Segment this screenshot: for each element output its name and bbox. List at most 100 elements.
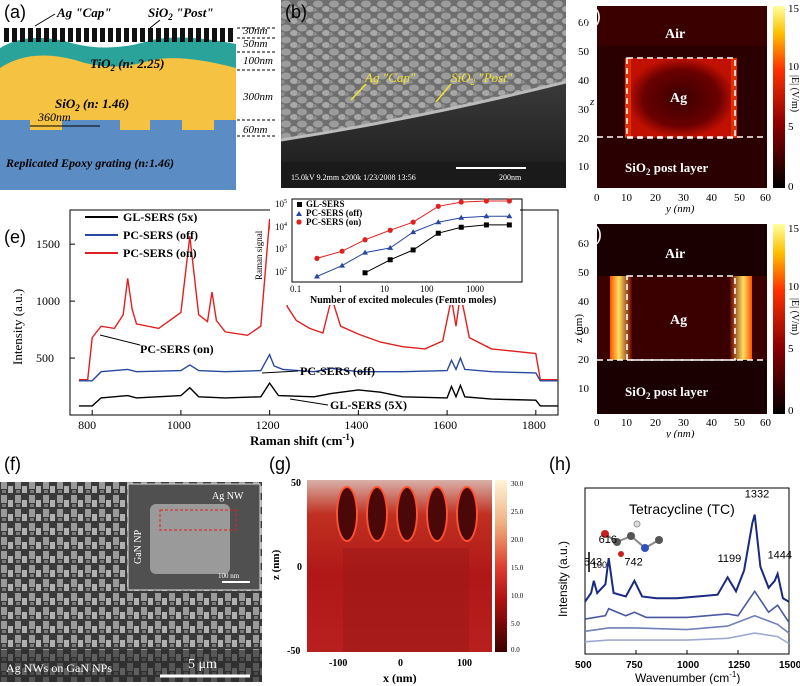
ag-post bbox=[180, 28, 185, 42]
svg-text:0: 0 bbox=[788, 405, 794, 417]
panel-label-f: (f) bbox=[4, 454, 21, 474]
g-ellipse-array bbox=[336, 486, 478, 542]
e-xtick-label: 1800 bbox=[522, 418, 546, 432]
svg-text:GL-SERS: GL-SERS bbox=[306, 199, 345, 209]
svg-text:103: 103 bbox=[275, 244, 287, 254]
e-inset-point bbox=[458, 224, 464, 230]
e-inset-point bbox=[483, 213, 490, 219]
h-series-group bbox=[584, 514, 790, 645]
ag-post bbox=[228, 28, 233, 42]
svg-text:40: 40 bbox=[706, 417, 718, 429]
svg-text:1000: 1000 bbox=[466, 284, 485, 294]
e-inset-bg bbox=[270, 195, 520, 305]
svg-text:20: 20 bbox=[650, 192, 662, 204]
svg-text:104: 104 bbox=[275, 222, 287, 232]
ag-post bbox=[92, 28, 97, 42]
h-ylabel: Intensity (a.u.) bbox=[556, 541, 570, 617]
h-peak-labels: 543 616 742 1199 1332 1444 bbox=[584, 489, 792, 569]
e-inset-point bbox=[435, 230, 441, 236]
g-ellipse bbox=[458, 488, 476, 540]
e-yticks: 500 1000 1500 bbox=[36, 237, 75, 365]
g-ylabel: z (nm) bbox=[270, 549, 282, 580]
c-ag: Ag bbox=[670, 91, 687, 106]
g-ellipse bbox=[428, 488, 446, 540]
raman-spectra-chart: 800 1000 1200 1400 1600 1800 500 1000 1500 Inte… bbox=[10, 195, 559, 448]
ag-post bbox=[12, 28, 17, 42]
e-inset-point bbox=[362, 270, 368, 276]
e-inset-point bbox=[410, 219, 416, 225]
f-caption: Ag NWs on GaN NPs bbox=[6, 661, 112, 675]
ag-post bbox=[212, 28, 217, 42]
svg-text:PC-SERS (on): PC-SERS (on) bbox=[306, 217, 361, 227]
dim-300: 300nm bbox=[242, 91, 273, 103]
svg-text:10.0: 10.0 bbox=[511, 592, 524, 600]
svg-text:10: 10 bbox=[380, 284, 390, 294]
e-inset-ylabel: Raman signal bbox=[254, 230, 264, 280]
d-ag: Ag bbox=[670, 313, 687, 328]
d-cbar-ticks: 0 5 10 15 bbox=[788, 223, 800, 417]
svg-text:30: 30 bbox=[678, 417, 690, 429]
ag-post bbox=[44, 28, 49, 42]
ag-post bbox=[4, 28, 9, 42]
panel-label-g: (g) bbox=[269, 454, 291, 474]
d-xticks: 0 10 20 30 40 50 60 bbox=[594, 417, 772, 429]
d-yticks: 10 20 30 40 50 60 bbox=[578, 238, 590, 395]
ag-post bbox=[52, 28, 57, 42]
e-inset-point bbox=[339, 262, 346, 268]
h-xtick-label: 1000 bbox=[677, 660, 700, 671]
ag-post bbox=[100, 28, 105, 42]
e-anno-gl: GL-SERS (5X) bbox=[330, 398, 407, 412]
c-xlabel: y (nm) bbox=[665, 203, 695, 215]
grating-teeth bbox=[0, 120, 236, 138]
ag-post bbox=[172, 28, 177, 42]
c-xticks: 0 10 20 30 40 50 60 bbox=[594, 192, 772, 204]
sio2-post-label: SiO2 "Post" bbox=[148, 5, 214, 22]
field-map-d: Air Ag SiO2 post layer 10 20 30 40 50 60… bbox=[573, 223, 800, 438]
g-cbar-ticks: 30.0 25.0 20.0 15.0 10.0 5.0 0.0 bbox=[511, 480, 524, 654]
post-array bbox=[4, 28, 233, 42]
svg-text:10: 10 bbox=[788, 281, 800, 293]
g-ellipse bbox=[338, 488, 356, 540]
ag-post bbox=[76, 28, 81, 42]
e-anno-on: PC-SERS (on) bbox=[140, 342, 214, 356]
e-legend-on: PC-SERS (on) bbox=[123, 246, 197, 260]
g-ellipse bbox=[398, 488, 416, 540]
e-inset-point bbox=[483, 222, 489, 228]
e-inset-point bbox=[387, 227, 393, 233]
ag-post bbox=[156, 28, 161, 42]
svg-text:0: 0 bbox=[594, 417, 600, 429]
e-inset-legend: GL-SERS PC-SERS (off) PC-SERS (on) bbox=[296, 199, 362, 227]
h-xtick-label: 500 bbox=[575, 660, 592, 671]
e-inset-point bbox=[506, 222, 512, 228]
e-series-gl-sers-5x bbox=[78, 381, 558, 407]
svg-text:20: 20 bbox=[578, 354, 590, 366]
h-xtick-label: 1500 bbox=[779, 660, 800, 671]
panel-f: Ag NW GaN NP 100 nm Ag NWs on GaN NPs 5 … bbox=[0, 452, 262, 682]
svg-text:100: 100 bbox=[420, 284, 434, 294]
g-xticks: -100 0 100 bbox=[329, 658, 472, 669]
svg-text:60: 60 bbox=[578, 17, 590, 29]
period-label: 360nm bbox=[37, 110, 71, 124]
e-inset-series bbox=[313, 198, 513, 279]
e-inset-point bbox=[339, 248, 345, 254]
ag-post bbox=[36, 28, 41, 42]
c-cbar-label: |E| (V/m) bbox=[789, 75, 800, 112]
svg-text:-50: -50 bbox=[287, 646, 300, 657]
c-post-layer: SiO2 post layer bbox=[625, 160, 708, 177]
dim-100: 100nm bbox=[243, 55, 273, 67]
sio2-layer bbox=[0, 47, 236, 130]
c-yticks: 10 20 30 40 50 60 bbox=[578, 17, 590, 173]
h-xlabel: Wavenumber (cm-1) bbox=[635, 670, 740, 684]
sio2-label: SiO2 (n: 1.46) bbox=[55, 96, 129, 113]
h-peak-label: 543 bbox=[584, 557, 602, 569]
panel-label-b: (b) bbox=[285, 2, 307, 22]
panel-label-c: (c) bbox=[580, 6, 601, 26]
sem-sio2-post: SiO2 "Post" bbox=[451, 70, 513, 87]
panel-label-h: (h) bbox=[549, 454, 571, 474]
f-inset-scale: 100 nm bbox=[218, 572, 240, 580]
h-xtick-label: 750 bbox=[626, 660, 643, 671]
e-xlabel: Raman shift (cm-1) bbox=[250, 432, 354, 448]
svg-text:0.0: 0.0 bbox=[511, 646, 520, 654]
c-ylabel: z bbox=[589, 96, 595, 108]
svg-text:30: 30 bbox=[578, 104, 590, 116]
